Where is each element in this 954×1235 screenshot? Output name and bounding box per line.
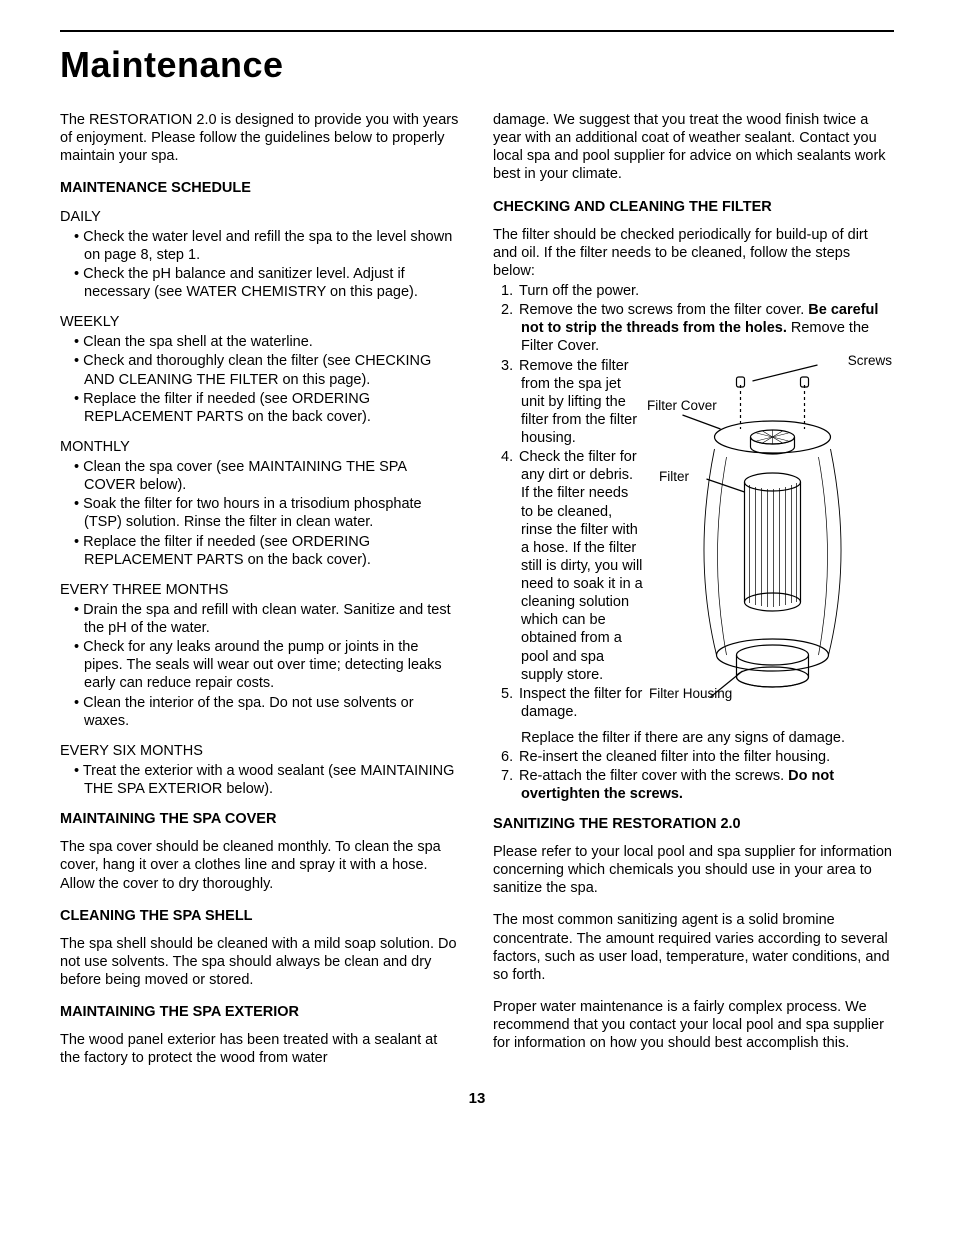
filter-figure-block: 3.Remove the filter from the spa jet uni… (493, 357, 894, 803)
monthly-list: Clean the spa cover (see MAINTAINING THE… (60, 458, 461, 569)
list-item: 4.Check the filter for any dirt or debri… (493, 448, 643, 684)
list-item: 7.Re-attach the filter cover with the sc… (493, 767, 894, 803)
sanitize-p2: The most common sanitizing agent is a so… (493, 911, 894, 984)
filter-intro: The filter should be checked periodicall… (493, 226, 894, 280)
exterior-text-a: The wood panel exterior has been treated… (60, 1031, 461, 1067)
weekly-label: WEEKLY (60, 313, 461, 331)
sanitize-p3: Proper water maintenance is a fairly com… (493, 998, 894, 1052)
filter-heading: CHECKING AND CLEANING THE FILTER (493, 198, 894, 216)
list-item: Check the water level and refill the spa… (74, 228, 461, 264)
weekly-list: Clean the spa shell at the waterline. Ch… (60, 333, 461, 426)
list-item: Check for any leaks around the pump or j… (74, 638, 461, 692)
label-housing: Filter Housing (649, 687, 719, 702)
sanitize-p1: Please refer to your local pool and spa … (493, 843, 894, 897)
list-item: Check and thoroughly clean the filter (s… (74, 352, 461, 388)
daily-list: Check the water level and refill the spa… (60, 228, 461, 302)
monthly-label: MONTHLY (60, 438, 461, 456)
list-item: Drain the spa and refill with clean wate… (74, 601, 461, 637)
list-item: 1.Turn off the power. (493, 282, 894, 300)
schedule-heading: MAINTENANCE SCHEDULE (60, 179, 461, 197)
list-item: Replace the filter if needed (see ORDERI… (74, 533, 461, 569)
list-item: 3.Remove the filter from the spa jet uni… (493, 357, 643, 448)
list-item: Soak the filter for two hours in a triso… (74, 495, 461, 531)
page-title: Maintenance (60, 42, 894, 87)
list-item: 6.Re-insert the cleaned filter into the … (493, 748, 894, 766)
three-month-list: Drain the spa and refill with clean wate… (60, 601, 461, 730)
list-item: Replace the filter if needed (see ORDERI… (74, 390, 461, 426)
content-columns: The RESTORATION 2.0 is designed to provi… (60, 111, 894, 1068)
filter-diagram: Screws Filter Cover Filter Filter Housin… (651, 357, 894, 732)
filter-steps-bottom: 6.Re-insert the cleaned filter into the … (493, 748, 894, 803)
filter-steps-side: 3.Remove the filter from the spa jet uni… (493, 357, 643, 723)
cover-text: The spa cover should be cleaned monthly.… (60, 838, 461, 892)
label-filter: Filter (659, 469, 689, 486)
sanitize-heading: SANITIZING THE RESTORATION 2.0 (493, 815, 894, 833)
list-item: 5.Inspect the filter for damage. (493, 685, 643, 721)
six-month-label: EVERY SIX MONTHS (60, 742, 461, 760)
six-month-list: Treat the exterior with a wood sealant (… (60, 762, 461, 798)
label-cover: Filter Cover (647, 399, 695, 414)
list-item: Clean the interior of the spa. Do not us… (74, 694, 461, 730)
page-number: 13 (60, 1090, 894, 1109)
exterior-text-b: damage. We suggest that you treat the wo… (493, 111, 894, 184)
filter-steps-top: 1.Turn off the power. 2.Remove the two s… (493, 282, 894, 356)
daily-label: DAILY (60, 208, 461, 226)
shell-text: The spa shell should be cleaned with a m… (60, 935, 461, 989)
top-rule (60, 30, 894, 32)
list-item: 2.Remove the two screws from the filter … (493, 301, 894, 355)
intro-paragraph: The RESTORATION 2.0 is designed to provi… (60, 111, 461, 165)
list-item: Check the pH balance and sanitizer level… (74, 265, 461, 301)
step5-continuation: Replace the filter if there are any sign… (493, 729, 894, 747)
label-screws: Screws (848, 353, 892, 370)
cover-heading: MAINTAINING THE SPA COVER (60, 810, 461, 828)
list-item: Clean the spa cover (see MAINTAINING THE… (74, 458, 461, 494)
exterior-heading: MAINTAINING THE SPA EXTERIOR (60, 1003, 461, 1021)
three-month-label: EVERY THREE MONTHS (60, 581, 461, 599)
list-item: Clean the spa shell at the waterline. (74, 333, 461, 351)
list-item: Treat the exterior with a wood sealant (… (74, 762, 461, 798)
shell-heading: CLEANING THE SPA SHELL (60, 907, 461, 925)
